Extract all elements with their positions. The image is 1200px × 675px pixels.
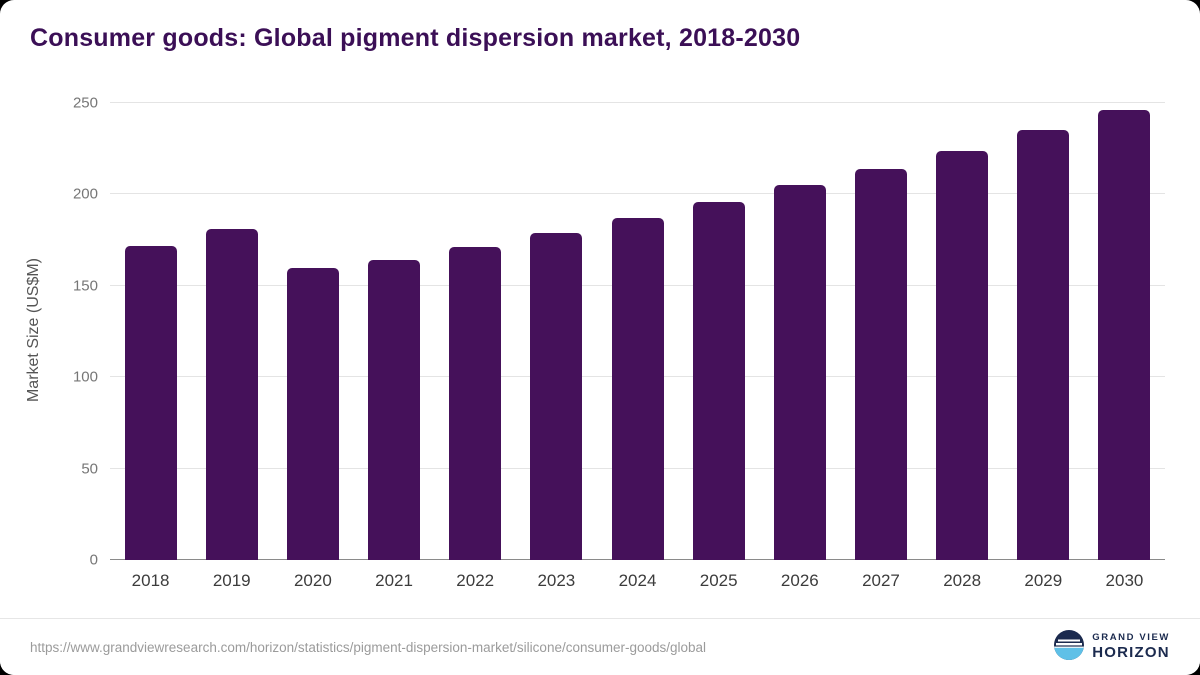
bar-2023 [530, 232, 583, 560]
x-tick-label-2025: 2025 [699, 571, 738, 590]
bar-2024 [611, 218, 664, 560]
bar-2025 [692, 201, 745, 560]
gridline-250 [110, 102, 1165, 103]
gridline-200 [110, 193, 1165, 195]
y-tick-label: 250 [72, 94, 98, 112]
bar-2020 [286, 267, 339, 560]
x-tick-label-2029: 2029 [1024, 571, 1063, 590]
footer: https://www.grandviewresearch.com/horizo… [0, 618, 1200, 675]
y-tick-label: 150 [72, 277, 98, 295]
brand-name-bottom: HORIZON [1092, 643, 1170, 661]
x-tick-label-2020: 2020 [293, 571, 332, 590]
brand-logo-text: GRAND VIEW HORIZON [1092, 631, 1170, 661]
brand-name-top: GRAND VIEW [1092, 631, 1170, 643]
bar-2018 [124, 245, 177, 560]
x-axis-labels: 2018 2019 2020 2021 2022 2023 2024 2025 2026 2027… [110, 566, 1165, 596]
bar-slot-2028 [922, 103, 1003, 560]
x-tick-label-2026: 2026 [780, 571, 819, 590]
bar-slot-2020 [272, 103, 353, 560]
bar-slot-2025 [678, 103, 759, 560]
y-tick-label: 0 [89, 551, 98, 569]
x-tick-label-2024: 2024 [618, 571, 657, 590]
x-tick-label-2028: 2028 [943, 571, 982, 590]
bar-2022 [449, 247, 502, 560]
bar-series [110, 103, 1165, 560]
brand-logo: GRAND VIEW HORIZON [1054, 629, 1170, 665]
bar-slot-2022 [435, 103, 516, 560]
y-tick-label: 50 [81, 460, 98, 478]
bar-2026 [773, 185, 826, 560]
x-tick-label-2027: 2027 [862, 571, 900, 590]
x-tick-label-2018: 2018 [131, 571, 170, 590]
plot-area: 0 50 100 150 200 250 [73, 95, 1165, 569]
bar-2028 [936, 150, 989, 560]
bar-slot-2026 [759, 103, 840, 560]
x-tick-label-2021: 2021 [375, 571, 413, 590]
bar-slot-2018 [110, 103, 191, 560]
bar-slot-2023 [516, 103, 597, 560]
bar-slot-2030 [1084, 103, 1165, 560]
bar-2019 [205, 229, 258, 560]
bar-2030 [1098, 110, 1151, 560]
x-tick-label-2022: 2022 [456, 571, 495, 590]
bar-slot-2024 [597, 103, 678, 560]
y-tick-label: 100 [72, 368, 98, 386]
bar-2029 [1017, 130, 1070, 560]
y-tick-label: 200 [72, 185, 98, 203]
x-tick-label-2030: 2030 [1105, 571, 1144, 590]
chart-title: Consumer goods: Global pigment dispersio… [30, 24, 801, 52]
bar-2021 [368, 260, 421, 560]
source-url: https://www.grandviewresearch.com/horizo… [30, 639, 707, 655]
horizon-logo-icon [1054, 629, 1085, 665]
x-tick-label-2023: 2023 [537, 571, 576, 590]
bar-slot-2029 [1003, 103, 1084, 560]
bar-slot-2027 [840, 103, 921, 560]
bar-slot-2021 [353, 103, 434, 560]
bar-slot-2019 [191, 103, 272, 560]
bar-2027 [854, 168, 907, 560]
y-axis-title: Market Size (US$M) [25, 257, 42, 403]
x-tick-label-2019: 2019 [212, 571, 251, 590]
